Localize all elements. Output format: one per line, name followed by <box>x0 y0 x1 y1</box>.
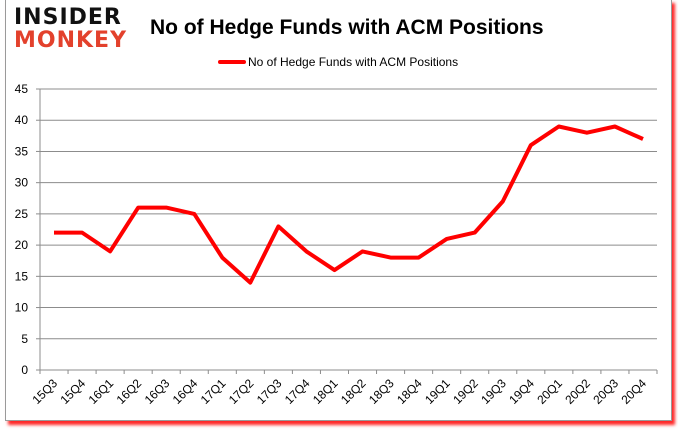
legend-label: No of Hedge Funds with ACM Positions <box>248 55 459 69</box>
y-tick-label: 35 <box>15 144 29 158</box>
x-tick-label: 19Q1 <box>422 376 453 407</box>
y-tick-label: 5 <box>21 332 28 346</box>
x-tick-label: 17Q4 <box>282 376 313 407</box>
x-tick-label: 17Q3 <box>254 376 285 407</box>
x-tick-label: 18Q1 <box>310 376 341 407</box>
x-tick-label: 18Q2 <box>338 376 369 407</box>
x-tick-label: 20Q2 <box>562 376 593 407</box>
y-tick-label: 10 <box>15 301 29 315</box>
x-tick-label: 17Q1 <box>198 376 229 407</box>
insider-monkey-logo: INSIDER MONKEY <box>14 7 127 52</box>
chart-legend: No of Hedge Funds with ACM Positions <box>218 55 458 69</box>
x-tick-label: 19Q4 <box>506 376 537 407</box>
x-tick-label: 17Q2 <box>226 376 257 407</box>
x-tick-label: 20Q4 <box>618 376 649 407</box>
x-tick-label: 15Q4 <box>58 376 89 407</box>
logo-line-1: INSIDER <box>14 5 122 30</box>
logo-line-2: MONKEY <box>14 28 128 53</box>
series-line <box>54 124 644 285</box>
x-tick-label: 19Q3 <box>478 376 509 407</box>
x-tick-label: 18Q4 <box>394 376 425 407</box>
x-tick-label: 18Q3 <box>366 376 397 407</box>
x-tick-label: 20Q1 <box>534 376 565 407</box>
x-tick-label: 16Q3 <box>142 376 173 407</box>
y-tick-label: 25 <box>15 207 29 221</box>
y-tick-label: 40 <box>15 113 29 127</box>
y-tick-label: 15 <box>15 269 29 283</box>
chart-title: No of Hedge Funds with ACM Positions <box>150 16 544 39</box>
x-tick-label: 16Q2 <box>114 376 145 407</box>
chart-frame <box>5 0 672 421</box>
y-tick-label: 20 <box>15 238 29 252</box>
legend-line-swatch-icon <box>218 60 246 64</box>
x-tick-label: 20Q3 <box>590 376 621 407</box>
x-tick-label: 16Q4 <box>170 376 201 407</box>
x-tick-label: 19Q2 <box>450 376 481 407</box>
y-tick-label: 45 <box>15 82 29 96</box>
y-tick-label: 30 <box>15 176 29 190</box>
x-tick-label: 16Q1 <box>86 376 117 407</box>
x-tick-label: 15Q3 <box>29 376 60 407</box>
y-tick-label: 0 <box>21 363 28 377</box>
